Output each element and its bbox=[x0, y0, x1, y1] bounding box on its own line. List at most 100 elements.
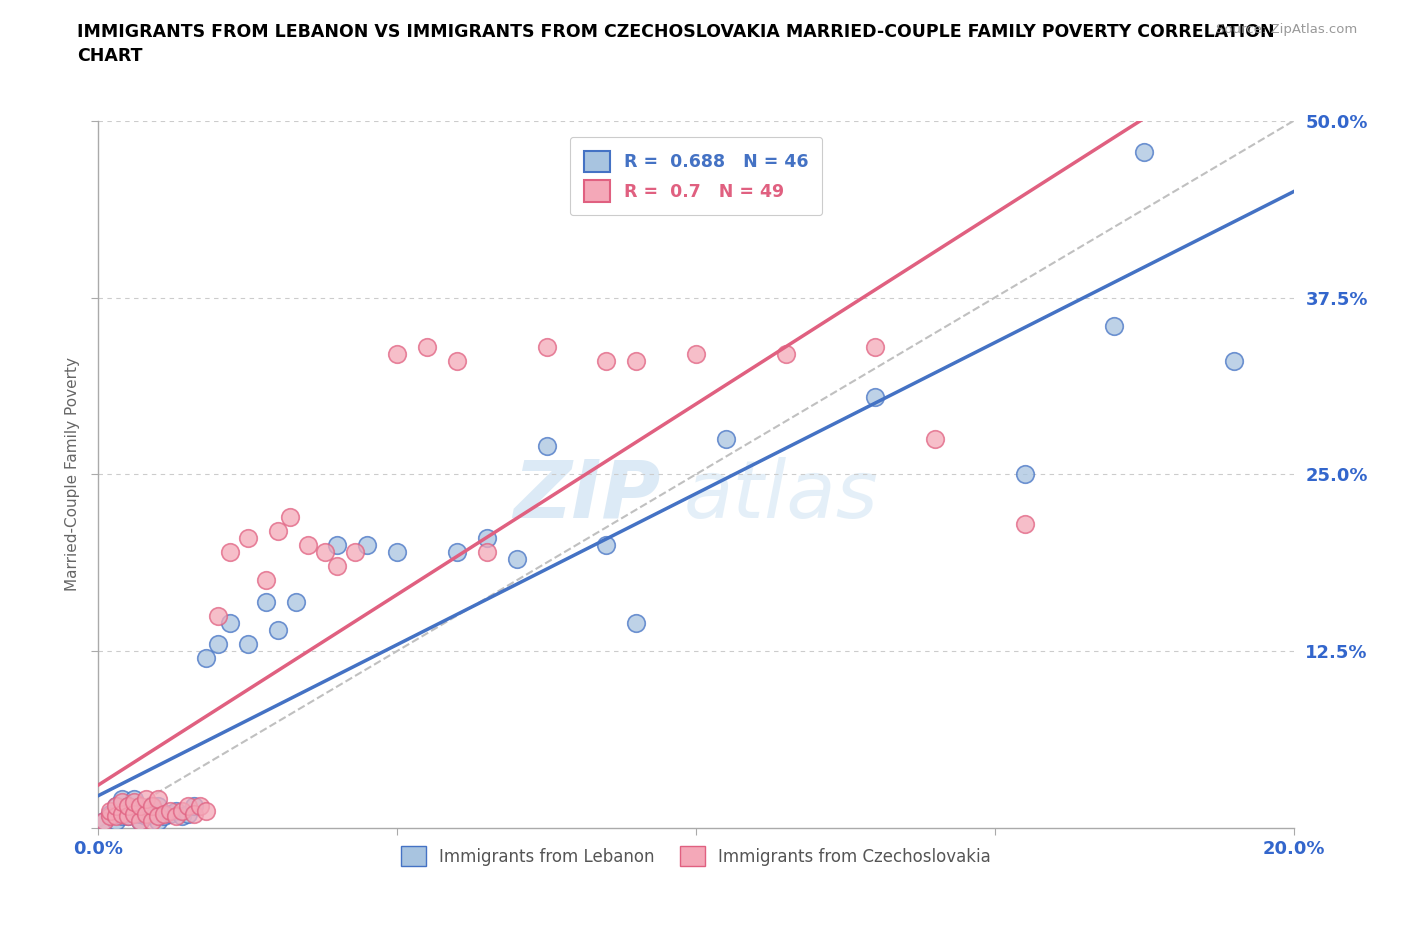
Point bbox=[98, 804, 122, 818]
Point bbox=[117, 809, 139, 824]
Point bbox=[536, 339, 558, 354]
Text: ZIP: ZIP bbox=[513, 457, 661, 535]
Point bbox=[254, 573, 277, 588]
Point bbox=[129, 806, 152, 821]
Point bbox=[135, 806, 157, 821]
Point bbox=[124, 806, 146, 821]
Point bbox=[105, 799, 128, 814]
Point bbox=[195, 651, 218, 666]
Point bbox=[254, 594, 277, 609]
Point bbox=[236, 636, 259, 651]
Point bbox=[141, 806, 163, 821]
Point bbox=[124, 806, 146, 821]
Point bbox=[385, 545, 409, 560]
Point bbox=[506, 551, 529, 566]
Point bbox=[446, 353, 468, 368]
Point bbox=[278, 510, 301, 525]
Point bbox=[105, 809, 128, 824]
Y-axis label: Married-Couple Family Poverty: Married-Couple Family Poverty bbox=[65, 357, 80, 591]
Point bbox=[98, 806, 122, 821]
Point bbox=[326, 538, 349, 552]
Point bbox=[141, 813, 163, 828]
Point bbox=[219, 545, 242, 560]
Text: atlas: atlas bbox=[685, 457, 879, 535]
Point bbox=[1104, 318, 1126, 333]
Point bbox=[111, 809, 134, 824]
Point bbox=[344, 545, 367, 560]
Point bbox=[117, 799, 139, 814]
Point bbox=[446, 545, 468, 560]
Point bbox=[172, 809, 194, 824]
Point bbox=[148, 799, 170, 814]
Point bbox=[93, 813, 115, 828]
Point bbox=[195, 804, 218, 818]
Point bbox=[153, 809, 176, 824]
Point bbox=[685, 347, 707, 362]
Point bbox=[117, 809, 139, 824]
Point bbox=[207, 608, 229, 623]
Point bbox=[188, 799, 211, 814]
Point bbox=[135, 792, 157, 807]
Legend: R =  0.688   N = 46, R =  0.7   N = 49: R = 0.688 N = 46, R = 0.7 N = 49 bbox=[569, 137, 823, 216]
Point bbox=[98, 809, 122, 824]
Point bbox=[595, 538, 617, 552]
Point bbox=[172, 804, 194, 818]
Point bbox=[284, 594, 307, 609]
Point bbox=[148, 809, 170, 824]
Point bbox=[626, 616, 648, 631]
Point bbox=[267, 524, 290, 538]
Point bbox=[1223, 353, 1246, 368]
Point bbox=[141, 799, 163, 814]
Point bbox=[135, 804, 157, 818]
Point bbox=[207, 636, 229, 651]
Point bbox=[626, 353, 648, 368]
Point bbox=[177, 806, 200, 821]
Point bbox=[775, 347, 797, 362]
Point bbox=[177, 799, 200, 814]
Point bbox=[148, 792, 170, 807]
Point bbox=[159, 804, 181, 818]
Text: Source: ZipAtlas.com: Source: ZipAtlas.com bbox=[1216, 23, 1357, 36]
Point bbox=[924, 432, 946, 446]
Point bbox=[93, 813, 115, 828]
Point bbox=[475, 530, 498, 545]
Point bbox=[129, 813, 152, 828]
Point bbox=[219, 616, 242, 631]
Point bbox=[153, 806, 176, 821]
Point bbox=[714, 432, 737, 446]
Point bbox=[183, 799, 205, 814]
Point bbox=[297, 538, 319, 552]
Point bbox=[326, 559, 349, 574]
Point bbox=[475, 545, 498, 560]
Point bbox=[165, 804, 187, 818]
Point bbox=[129, 799, 152, 814]
Point bbox=[416, 339, 439, 354]
Point bbox=[117, 799, 139, 814]
Point bbox=[105, 799, 128, 814]
Point bbox=[595, 353, 617, 368]
Point bbox=[105, 813, 128, 828]
Point bbox=[111, 792, 134, 807]
Point bbox=[865, 389, 887, 404]
Point bbox=[356, 538, 378, 552]
Point bbox=[1133, 144, 1156, 159]
Point bbox=[385, 347, 409, 362]
Point bbox=[1014, 516, 1036, 531]
Point bbox=[183, 806, 205, 821]
Point bbox=[135, 809, 157, 824]
Point bbox=[129, 813, 152, 828]
Point bbox=[111, 806, 134, 821]
Point bbox=[148, 813, 170, 828]
Point bbox=[111, 795, 134, 810]
Point bbox=[141, 799, 163, 814]
Text: IMMIGRANTS FROM LEBANON VS IMMIGRANTS FROM CZECHOSLOVAKIA MARRIED-COUPLE FAMILY : IMMIGRANTS FROM LEBANON VS IMMIGRANTS FR… bbox=[77, 23, 1275, 65]
Point bbox=[1014, 467, 1036, 482]
Point bbox=[124, 792, 146, 807]
Point bbox=[159, 806, 181, 821]
Point bbox=[165, 809, 187, 824]
Point bbox=[315, 545, 337, 560]
Point bbox=[865, 339, 887, 354]
Point bbox=[536, 439, 558, 454]
Point bbox=[267, 622, 290, 637]
Point bbox=[236, 530, 259, 545]
